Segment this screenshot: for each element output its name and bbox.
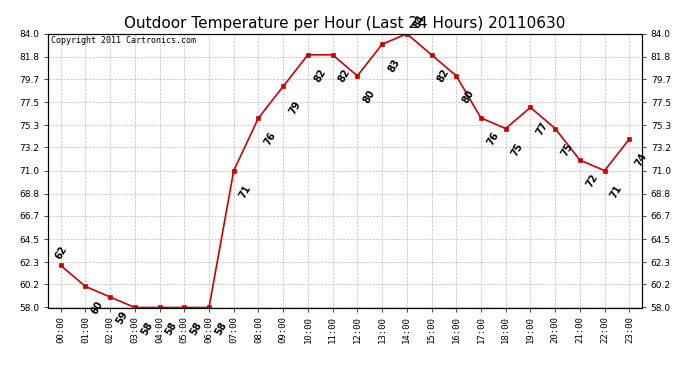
Text: 58: 58 xyxy=(213,320,228,337)
Text: 84: 84 xyxy=(411,13,426,30)
Text: 80: 80 xyxy=(460,88,476,105)
Text: 79: 79 xyxy=(287,99,303,116)
Text: Copyright 2011 Cartronics.com: Copyright 2011 Cartronics.com xyxy=(51,36,196,45)
Text: 62: 62 xyxy=(54,244,69,261)
Text: 71: 71 xyxy=(609,183,624,200)
Text: 80: 80 xyxy=(362,88,377,105)
Title: Outdoor Temperature per Hour (Last 24 Hours) 20110630: Outdoor Temperature per Hour (Last 24 Ho… xyxy=(124,16,566,31)
Text: 58: 58 xyxy=(139,320,155,337)
Text: 58: 58 xyxy=(164,320,179,337)
Text: 83: 83 xyxy=(386,57,402,74)
Text: 74: 74 xyxy=(633,152,649,168)
Text: 75: 75 xyxy=(510,141,525,158)
Text: 82: 82 xyxy=(312,67,328,84)
Text: 59: 59 xyxy=(115,309,130,326)
Text: 58: 58 xyxy=(188,320,204,337)
Text: 72: 72 xyxy=(584,172,600,189)
Text: 77: 77 xyxy=(535,120,550,136)
Text: 71: 71 xyxy=(238,183,253,200)
Text: 76: 76 xyxy=(263,130,278,147)
Text: 82: 82 xyxy=(337,67,353,84)
Text: 75: 75 xyxy=(560,141,575,158)
Text: 76: 76 xyxy=(485,130,500,147)
Text: 82: 82 xyxy=(435,67,451,84)
Text: 60: 60 xyxy=(90,299,105,316)
